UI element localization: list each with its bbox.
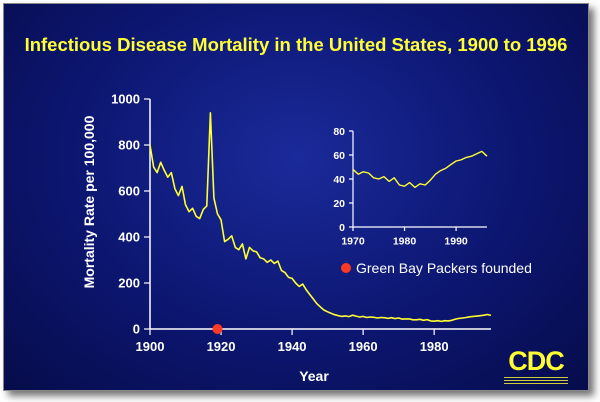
- annotation-legend: Green Bay Packers founded: [341, 260, 532, 276]
- inset-series-line: [352, 150, 488, 189]
- main-y-tick-label: 800: [118, 138, 140, 153]
- inset-y-tick-label: 80: [333, 126, 345, 138]
- cdc-logo: CDC: [498, 346, 574, 388]
- x-axis-label: Year: [299, 368, 329, 384]
- main-x-tick-label: 1940: [278, 339, 307, 354]
- main-y-tick-label: 0: [133, 322, 140, 337]
- legend-marker: [341, 263, 351, 273]
- main-x-tick-label: 1900: [136, 339, 165, 354]
- chart-title: Infectious Disease Mortality in the Unit…: [24, 34, 568, 55]
- main-x-tick-label: 1980: [420, 339, 449, 354]
- main-y-tick-label: 1000: [111, 92, 140, 107]
- inset-y-tick-label: 60: [333, 150, 345, 162]
- inset-x-tick-label: 1970: [341, 236, 365, 248]
- slide-background: Infectious Disease Mortality in the Unit…: [3, 3, 589, 391]
- inset-x-tick-label: 1980: [393, 236, 417, 248]
- main-y-tick-label: 200: [118, 276, 140, 291]
- y-axis-label: Mortality Rate per 100,000: [81, 115, 97, 288]
- inset-y-tick-label: 40: [333, 174, 345, 186]
- inset-x-tick-label: 1990: [444, 236, 468, 248]
- cdc-logo-text: CDC: [508, 346, 565, 376]
- mortality-series-line: [149, 112, 492, 323]
- inset-y-tick-label: 20: [333, 198, 345, 210]
- main-x-tick-label: 1920: [207, 339, 236, 354]
- annotation-text: Green Bay Packers founded: [356, 260, 532, 276]
- main-x-tick-label: 1960: [349, 339, 378, 354]
- cdc-logo-subtitle: [504, 375, 568, 384]
- inset-chart: 0 20 40 60 80 1970 1980 1990: [333, 126, 488, 248]
- main-y-tick-label: 600: [118, 184, 140, 199]
- event-marker: [212, 324, 223, 334]
- inset-y-tick-label: 0: [339, 222, 345, 234]
- main-y-tick-label: 400: [118, 230, 140, 245]
